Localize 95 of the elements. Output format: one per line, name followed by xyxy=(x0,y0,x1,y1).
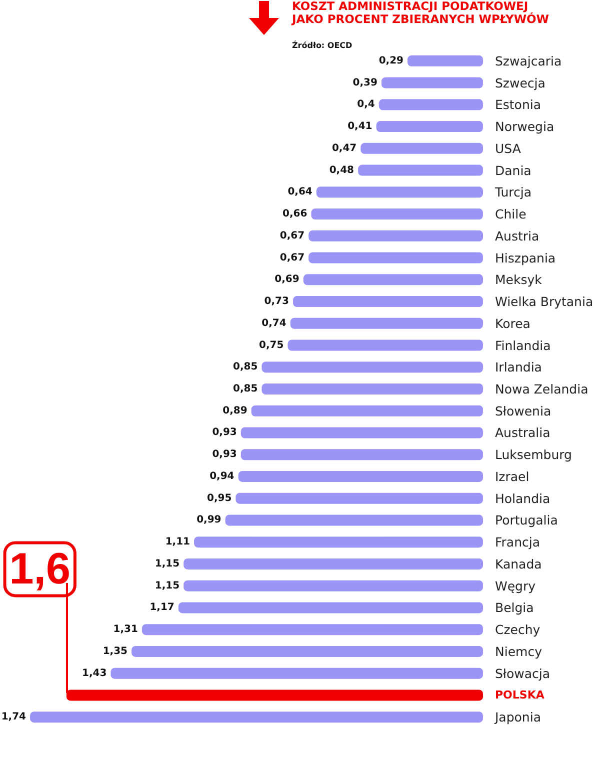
y-tick-label: USA xyxy=(495,140,522,156)
bar xyxy=(311,208,483,220)
bar xyxy=(184,580,483,592)
bar xyxy=(178,602,483,614)
y-tick-label: Chile xyxy=(495,206,527,222)
y-tick-label: Norwegia xyxy=(495,119,554,134)
data-label: 0,95 xyxy=(206,492,232,504)
bar xyxy=(262,384,483,394)
bar xyxy=(194,536,483,548)
bar xyxy=(132,646,483,657)
y-tick-label: Korea xyxy=(495,316,530,331)
y-tick-label: Czechy xyxy=(495,622,541,638)
bar xyxy=(66,690,483,701)
y-tick-label: Belgia xyxy=(495,600,534,616)
data-label: 0,93 xyxy=(212,427,237,438)
data-label: 0,48 xyxy=(329,164,354,176)
data-label: 0,89 xyxy=(222,405,248,416)
data-label: 0,75 xyxy=(259,340,284,351)
data-label: 1,11 xyxy=(165,536,190,548)
data-label: 1,43 xyxy=(82,668,107,679)
bar xyxy=(308,252,483,264)
y-tick-label: Nowa Zelandia xyxy=(495,382,588,396)
y-tick-label: Finlandia xyxy=(495,338,551,353)
data-label: 1,35 xyxy=(102,646,128,657)
bar xyxy=(408,55,483,66)
y-tick-label: Japonia xyxy=(494,710,541,725)
data-label: 0,67 xyxy=(280,252,305,264)
bar xyxy=(236,492,483,504)
data-label: 1,15 xyxy=(154,558,180,570)
y-tick-label: Meksyk xyxy=(495,272,543,288)
chart-title: KOSZT ADMINISTRACJI PODATKOWEJ JAKO PROCENT ZBIERANYCH WPŁYWÓW xyxy=(292,0,549,26)
data-label: 1,15 xyxy=(154,580,180,592)
data-label: 0,29 xyxy=(378,55,404,66)
y-tick-label: Niemcy xyxy=(495,644,543,659)
data-label: 0,85 xyxy=(233,384,258,394)
data-label: 0,67 xyxy=(280,230,305,242)
bar xyxy=(292,296,483,308)
data-label: 1,6 xyxy=(9,544,70,594)
data-label: 0,93 xyxy=(212,449,237,460)
bar xyxy=(358,164,483,176)
y-tick-label: Słowacja xyxy=(495,666,550,681)
y-tick-label: Szwecja xyxy=(495,75,546,90)
y-tick-label: Słowenia xyxy=(495,403,552,418)
y-tick-label: Wielka Brytania xyxy=(495,294,594,310)
y-tick-label: Estonia xyxy=(495,97,542,112)
bar xyxy=(303,274,483,286)
bar xyxy=(240,449,483,460)
y-tick-label: Holandia xyxy=(495,490,550,506)
bar xyxy=(184,558,483,570)
bar xyxy=(360,142,483,154)
y-tick-label: Francja xyxy=(495,534,540,550)
bar xyxy=(225,514,483,526)
data-label: 0,69 xyxy=(274,274,300,286)
data-label: 1,17 xyxy=(150,602,174,614)
data-label: 1,31 xyxy=(113,624,138,636)
bar xyxy=(290,318,483,329)
data-label: 0,94 xyxy=(210,470,234,482)
y-tick-label: Austria xyxy=(495,228,540,244)
bar xyxy=(378,99,483,110)
bar xyxy=(308,230,483,242)
y-tick-label: Izrael xyxy=(495,468,530,484)
data-label: 0,66 xyxy=(282,208,308,220)
y-tick-label: Turcja xyxy=(494,184,532,200)
y-tick-label: Australia xyxy=(495,425,550,440)
data-label: 0,74 xyxy=(262,318,286,329)
bar xyxy=(288,340,483,351)
data-label: 0,4 xyxy=(357,99,375,110)
y-tick-label: Hiszpania xyxy=(495,250,556,266)
bar xyxy=(376,121,483,132)
bar xyxy=(238,470,483,482)
bar xyxy=(142,624,483,636)
bar xyxy=(240,427,483,438)
y-tick-label: POLSKA xyxy=(495,688,545,702)
y-tick-label: Portugalia xyxy=(495,512,558,528)
bar xyxy=(316,186,483,198)
y-tick-label: Irlandia xyxy=(495,360,542,375)
bar xyxy=(30,712,483,723)
data-label: 0,64 xyxy=(288,186,312,198)
data-label: 0,85 xyxy=(233,362,258,373)
annotation: Źródło: OECD xyxy=(292,41,352,50)
data-label: 0,41 xyxy=(348,121,372,132)
data-label: 0,73 xyxy=(264,296,289,308)
data-label: 0,47 xyxy=(332,142,357,154)
data-label: 0,99 xyxy=(196,514,222,526)
bar xyxy=(381,77,483,88)
y-tick-label: Kanada xyxy=(495,556,542,572)
data-label: 0,39 xyxy=(352,77,378,88)
y-tick-label: Węgry xyxy=(495,578,536,594)
y-tick-label: Dania xyxy=(495,162,532,178)
data-label: 1,74 xyxy=(1,712,26,723)
y-tick-label: Szwajcaria xyxy=(495,53,562,68)
bar xyxy=(110,668,483,679)
bar xyxy=(262,362,483,373)
bar xyxy=(251,405,483,416)
y-tick-label: Luksemburg xyxy=(495,447,572,462)
